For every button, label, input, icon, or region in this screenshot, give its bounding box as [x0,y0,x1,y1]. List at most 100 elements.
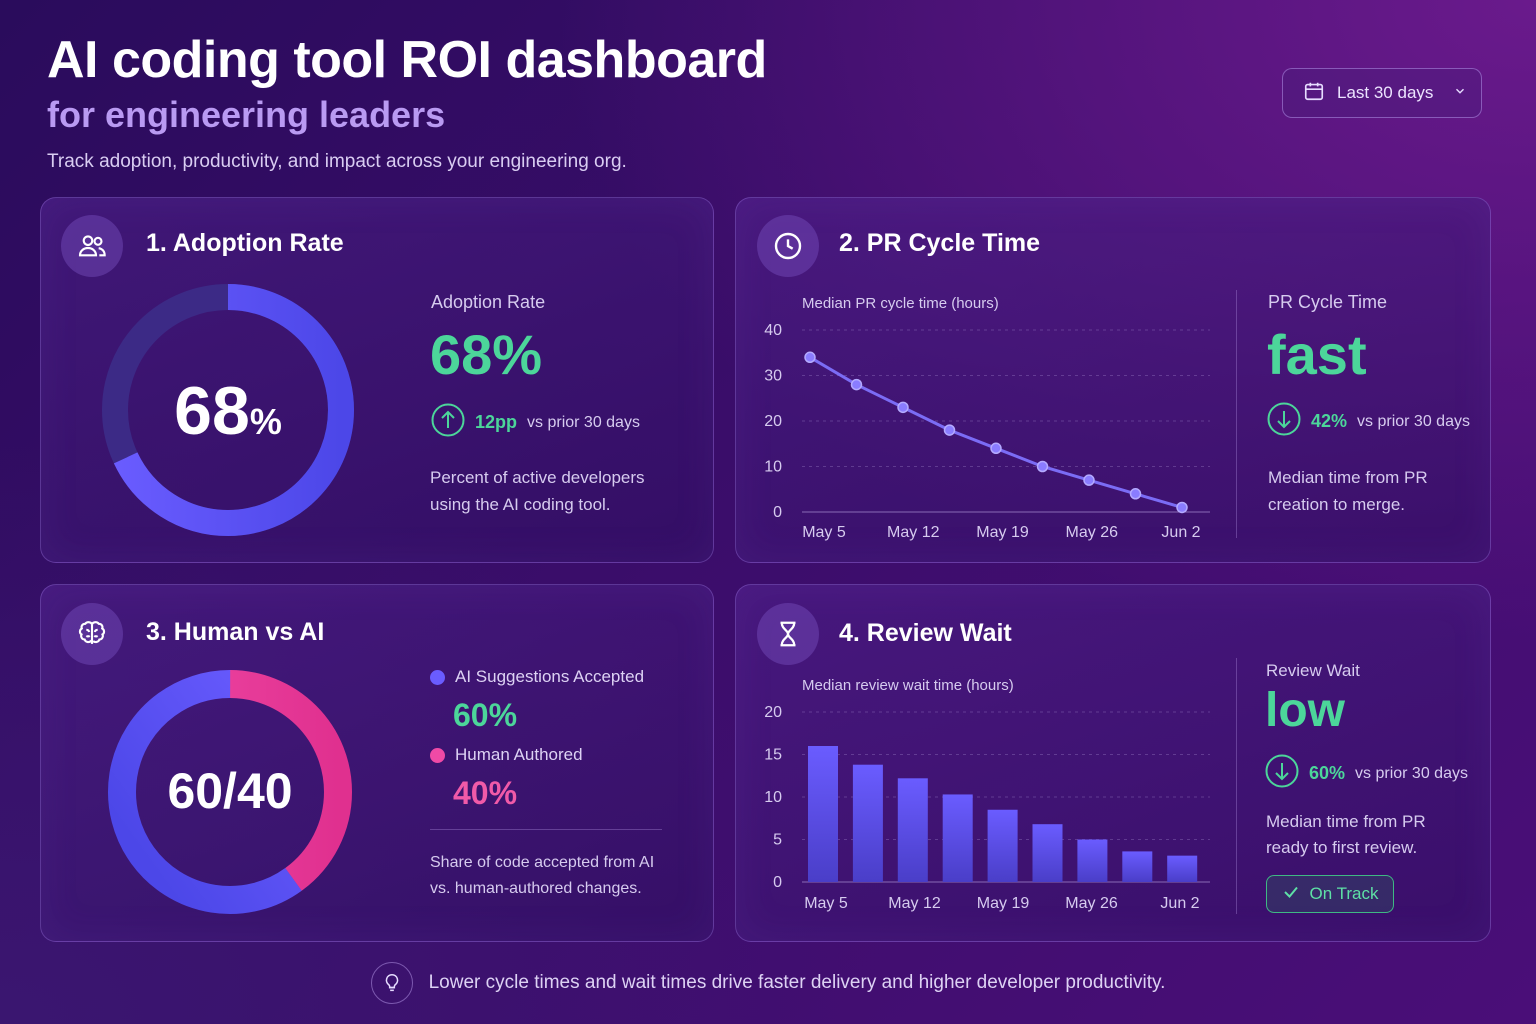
human-value: 40% [453,775,518,811]
human-vs-ai-donut-center: 60/40 [167,763,293,819]
clock-icon [757,215,819,277]
pr-cycle-delta-value: 42% [1311,411,1348,431]
pr-cycle-description-line2: creation to merge. [1268,495,1406,514]
arrow-down-icon [1267,402,1301,441]
chevron-down-icon [1453,83,1467,103]
bar [1122,851,1153,882]
pr-cycle-divider [1236,290,1237,538]
review-wait-delta-text: vs prior 30 days [1355,764,1468,782]
pr-cycle-delta: 42% vs prior 30 days [1267,402,1470,441]
bar [897,778,928,882]
review-wait-description-line1: Median time from PR [1266,812,1426,831]
adoption-donut-arc [102,284,354,536]
pr-cycle-description-line1: Median time from PR [1268,468,1428,487]
x-tick-label: May 19 [977,895,1030,912]
page-description: Track adoption, productivity, and impact… [47,151,627,172]
review-wait-delta-value: 60% [1309,763,1346,783]
review-wait-description: Median time from PR ready to first revie… [1266,809,1426,861]
arrow-down-icon [1265,754,1299,793]
pr-cycle-value: fast [1267,323,1367,386]
adoption-delta-value: 12pp [475,412,518,432]
adoption-delta-text: vs prior 30 days [527,413,640,431]
human-vs-ai-donut [107,670,352,914]
review-wait-divider [1236,658,1237,914]
y-tick-label: 30 [764,368,782,385]
line-point [850,378,863,391]
adoption-donut [102,284,354,536]
on-track-status-button[interactable]: On Track [1266,875,1394,913]
line-point [1176,501,1188,514]
y-tick-label: 15 [764,747,782,764]
legend-human: Human Authored [430,745,583,765]
line-point [1036,460,1049,473]
y-tick-label: 20 [764,704,782,721]
review-wait-card-title: 4. Review Wait [839,619,1012,647]
human-vs-ai-description: Share of code accepted from AI vs. human… [430,850,654,902]
adoption-label: Adoption Rate [431,292,546,312]
pr-cycle-line-chart: Median PR cycle time (hours) 0 10 20 30 40 M… [764,295,1210,541]
human-vs-ai-description-line2: vs. human-authored changes. [430,880,642,897]
line-point [804,351,816,364]
x-tick-label: May 19 [976,524,1029,541]
page-title: AI coding tool ROI dashboard [47,31,767,89]
adoption-description-line2: using the AI coding tool. [430,495,611,514]
legend-human-label: Human Authored [455,745,583,764]
x-tick-label: Jun 2 [1161,524,1200,541]
human-vs-ai-divider [430,829,662,830]
adoption-description-line1: Percent of active developers [430,468,645,487]
line-point [943,424,956,436]
calendar-icon [1303,80,1325,107]
arrow-up-icon [431,403,465,442]
y-tick-label: 40 [764,322,782,339]
pr-cycle-delta-text: vs prior 30 days [1357,412,1470,430]
date-range-label: Last 30 days [1337,83,1434,102]
y-tick-label: 10 [764,789,782,806]
adoption-donut-center: 68% [100,372,356,450]
bar [808,746,838,882]
y-tick-label: 0 [773,504,782,521]
pr-cycle-description: Median time from PR creation to merge. [1268,464,1428,518]
lightbulb-icon [370,962,413,1004]
line-point [1083,474,1095,486]
users-icon [61,215,123,277]
footer-note: Lower cycle times and wait times drive f… [0,962,1536,1004]
adoption-delta: 12pp vs prior 30 days [431,403,640,442]
checkmark-icon [1282,883,1300,906]
line-point [1129,488,1142,500]
legend-human-dot [430,747,445,763]
bar [1167,855,1198,882]
date-range-dropdown[interactable]: Last 30 days [1282,68,1482,118]
legend-ai-dot [430,669,445,685]
y-tick-label: 20 [764,413,782,430]
review-wait-bar-chart: Median review wait time (hours) 0 5 10 15 20… [764,677,1210,912]
bar [942,794,973,882]
review-wait-description-line2: ready to first review. [1266,838,1418,857]
on-track-label: On Track [1309,884,1379,903]
review-wait-value: low [1265,684,1345,737]
bar [1032,824,1063,882]
legend-ai-label: AI Suggestions Accepted [455,667,645,686]
adoption-description: Percent of active developers using the A… [430,464,645,518]
x-tick-label: May 26 [1065,895,1118,912]
bar [1077,839,1108,882]
adoption-donut-value: 68 [174,373,250,449]
ai-value: 60% [453,697,518,733]
human-vs-ai-card-title: 3. Human vs AI [146,618,325,646]
line-chart-title: Median PR cycle time (hours) [802,295,999,312]
human-vs-ai-description-line1: Share of code accepted from AI [430,854,655,871]
adoption-donut-unit: % [249,401,282,442]
y-tick-label: 5 [773,832,782,849]
brain-icon [61,603,123,665]
line-point [990,442,1002,455]
review-wait-delta: 60% vs prior 30 days [1265,754,1468,793]
line-series [809,356,1183,509]
x-tick-label: May 12 [888,895,941,912]
hourglass-icon [757,603,819,665]
y-tick-label: 10 [764,459,782,476]
footer-text: Lower cycle times and wait times drive f… [428,972,1166,993]
x-tick-label: May 5 [804,895,848,912]
x-tick-label: May 26 [1066,524,1119,541]
y-tick-label: 0 [773,874,782,891]
pr-cycle-card-title: 2. PR Cycle Time [839,229,1041,257]
review-wait-label: Review Wait [1266,661,1360,680]
